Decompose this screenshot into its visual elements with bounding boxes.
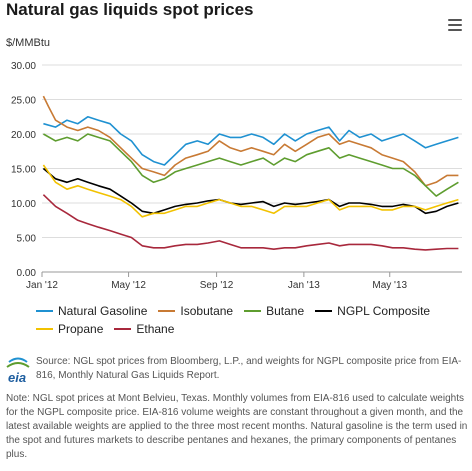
chart-title: Natural gas liquids spot prices xyxy=(6,0,254,19)
legend-label: Isobutane xyxy=(180,303,234,318)
y-axis-unit-label: $/MMBtu xyxy=(6,37,51,49)
legend-item-isobutane[interactable]: Isobutane xyxy=(158,304,233,318)
legend-swatch xyxy=(244,309,262,312)
chart-legend: Natural Gasoline Isobutane Butane NGPL Comp… xyxy=(36,302,456,338)
x-tick-label: May '13 xyxy=(372,280,407,291)
legend-swatch xyxy=(36,327,53,330)
series-line-ethane xyxy=(42,194,459,251)
legend-swatch xyxy=(158,309,176,312)
eia-logo-text: eia xyxy=(8,370,26,385)
x-tick-label: Jan '12 xyxy=(26,280,58,291)
legend-label: Natural Gasoline xyxy=(58,303,148,318)
x-tick-label: Jan '13 xyxy=(288,280,320,291)
y-tick-label: 30.00 xyxy=(11,61,36,72)
y-tick-label: 0.00 xyxy=(17,268,37,279)
series-line-isobutane xyxy=(42,95,459,187)
chart-plot: 0.00 5.00 10.00 15.00 20.00 25.00 30.00 Jan '12… xyxy=(11,61,462,291)
series-line-butane xyxy=(43,133,459,197)
legend-label: NGPL Composite xyxy=(337,303,431,318)
legend-label: Butane xyxy=(266,303,305,318)
series-line-propane xyxy=(42,164,459,218)
legend-item-butane[interactable]: Butane xyxy=(244,304,304,318)
legend-label: Ethane xyxy=(136,321,175,336)
menu-icon[interactable] xyxy=(448,19,462,32)
y-tick-label: 15.00 xyxy=(11,165,36,176)
y-tick-label: 10.00 xyxy=(11,199,36,210)
legend-swatch xyxy=(36,309,53,312)
x-tick-label: May '12 xyxy=(111,280,146,291)
y-tick-label: 25.00 xyxy=(11,96,36,107)
series-line-ngpl-composite xyxy=(42,167,459,215)
series-line-natural-gasoline xyxy=(43,116,459,166)
legend-label: Propane xyxy=(58,321,104,336)
legend-item-natural-gasoline[interactable]: Natural Gasoline xyxy=(36,304,147,318)
source-text: Source: NGL spot prices from Bloomberg, … xyxy=(36,356,462,381)
eia-logo: eia xyxy=(6,357,30,385)
legend-swatch xyxy=(114,327,132,330)
legend-item-ngpl-composite[interactable]: NGPL Composite xyxy=(315,304,430,318)
note-text: Note: NGL spot prices at Mont Belvieu, T… xyxy=(6,393,468,460)
legend-swatch xyxy=(315,309,333,312)
y-tick-label: 5.00 xyxy=(17,234,37,245)
y-tick-label: 20.00 xyxy=(11,130,36,141)
x-tick-label: Sep '12 xyxy=(200,280,234,291)
legend-item-ethane[interactable]: Ethane xyxy=(114,322,174,336)
legend-item-propane[interactable]: Propane xyxy=(36,322,103,336)
